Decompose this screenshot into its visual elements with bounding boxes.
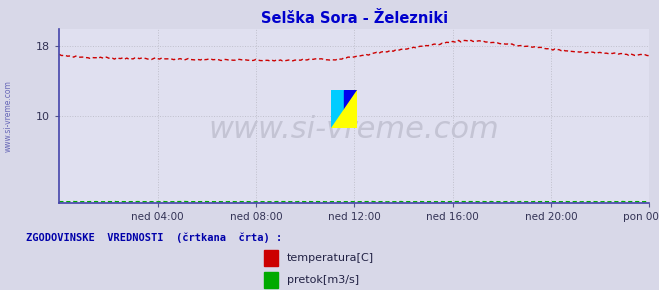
Polygon shape [331, 90, 357, 128]
Title: Selška Sora - Železniki: Selška Sora - Železniki [261, 11, 447, 26]
Text: www.si-vreme.com: www.si-vreme.com [3, 80, 13, 152]
Text: www.si-vreme.com: www.si-vreme.com [209, 115, 500, 144]
Text: ZGODOVINSKE  VREDNOSTI  (črtkana  črta) :: ZGODOVINSKE VREDNOSTI (črtkana črta) : [26, 233, 283, 243]
Polygon shape [331, 90, 344, 128]
Text: temperatura[C]: temperatura[C] [287, 253, 374, 263]
Text: pretok[m3/s]: pretok[m3/s] [287, 275, 358, 285]
Polygon shape [344, 90, 357, 128]
